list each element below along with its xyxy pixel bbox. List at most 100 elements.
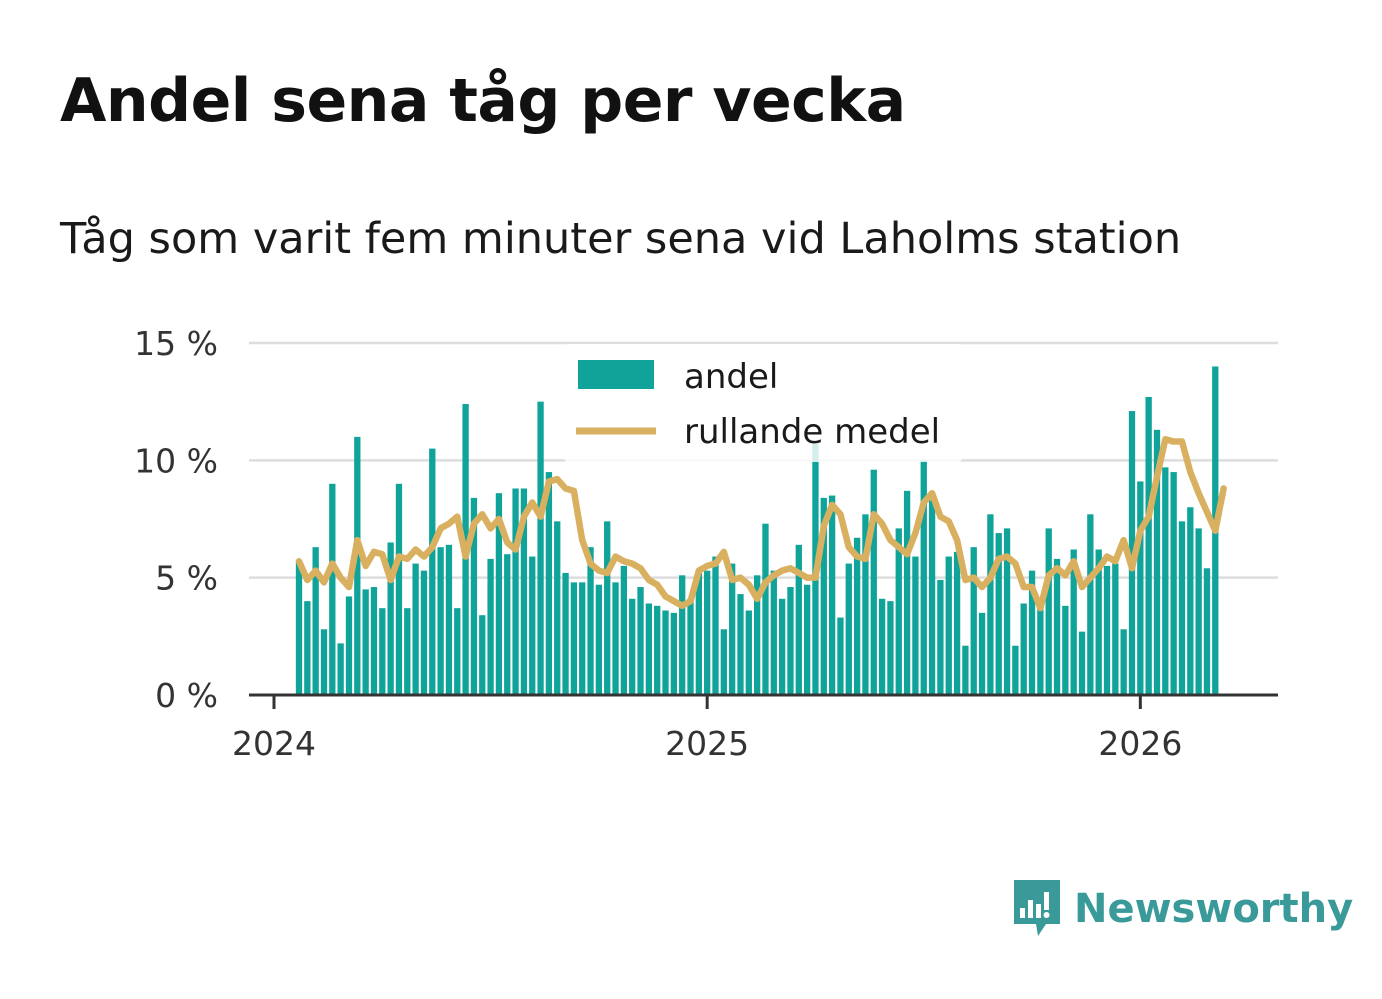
legend-background: [564, 344, 962, 462]
bar: [412, 563, 419, 695]
bar: [629, 598, 636, 695]
newsworthy-logo-icon: [1014, 880, 1060, 936]
bar: [887, 601, 894, 695]
bar: [604, 521, 611, 695]
bar: [670, 612, 677, 695]
rolling-average-line: [295, 435, 1227, 612]
bar: [920, 460, 927, 695]
bar: [762, 523, 769, 695]
bar: [537, 401, 544, 695]
bar: [1170, 472, 1177, 695]
bar: [737, 594, 744, 695]
bar: [545, 472, 553, 695]
bar: [795, 544, 802, 695]
bar: [945, 556, 952, 695]
bar: [662, 610, 669, 695]
bar: [487, 558, 494, 695]
bar: [620, 565, 628, 695]
bar: [1120, 629, 1127, 695]
legend: andel rullande medel: [564, 344, 962, 462]
bar: [778, 598, 786, 695]
bar: [445, 544, 453, 695]
x-tick-label: 2025: [665, 724, 749, 763]
bar: [379, 608, 386, 695]
bar: [903, 490, 911, 695]
bar: [895, 528, 902, 695]
bar: [1095, 549, 1102, 695]
newsworthy-logo: Newsworthy: [1012, 878, 1353, 940]
bar: [1195, 528, 1202, 695]
bar: [587, 547, 594, 695]
bar: [304, 601, 311, 695]
bar: [853, 537, 861, 695]
bar: [512, 488, 519, 695]
bar: [1062, 605, 1069, 695]
bar: [1087, 514, 1094, 695]
bar: [554, 521, 561, 695]
bar: [495, 493, 503, 695]
y-tick-label: 0 %: [155, 676, 218, 715]
bar: [1003, 528, 1011, 695]
bar: [837, 617, 844, 695]
legend-label-rullande-medel: rullande medel: [684, 412, 940, 452]
bar: [404, 608, 411, 695]
bar: [1178, 521, 1186, 695]
bar: [312, 547, 319, 695]
bar: [1020, 603, 1027, 695]
bar: [1053, 558, 1061, 695]
bar: [454, 608, 461, 695]
x-tick-label: 2026: [1098, 724, 1182, 763]
bar: [862, 514, 869, 695]
bar: [1128, 411, 1136, 695]
bar: [704, 570, 711, 695]
bar: [1145, 396, 1152, 695]
bar: [745, 610, 752, 695]
bar: [362, 589, 369, 695]
bar: [928, 500, 936, 695]
x-axis: 2024 2025 2026: [232, 693, 1278, 763]
bar: [978, 612, 986, 695]
bar: [1028, 570, 1036, 695]
x-tick-label: 2024: [232, 724, 316, 763]
bar: [995, 533, 1002, 695]
bar-series-andel: [295, 366, 1219, 695]
bar: [1162, 467, 1169, 695]
bar: [820, 497, 827, 695]
bar: [470, 497, 478, 695]
bar: [579, 582, 586, 695]
bar: [345, 596, 353, 695]
bar: [504, 554, 511, 695]
bar: [870, 469, 877, 695]
bar: [770, 570, 777, 695]
bar: [479, 615, 486, 695]
bar: [754, 575, 761, 695]
bar: [1078, 631, 1086, 695]
bar: [970, 547, 977, 695]
bar: [529, 556, 536, 695]
bar: [729, 563, 736, 695]
bar: [720, 629, 727, 695]
bar: [654, 605, 661, 695]
bar: [520, 488, 528, 695]
y-tick-label: 15 %: [134, 324, 218, 363]
bar: [712, 556, 719, 695]
bar: [1137, 481, 1144, 695]
bar: [329, 483, 336, 695]
bar: [1037, 603, 1044, 695]
line-series-rullande-medel: [295, 435, 1227, 612]
bar: [387, 542, 394, 695]
bar: [395, 483, 403, 695]
bar: [295, 561, 303, 695]
bar: [828, 495, 836, 695]
bar: [337, 643, 344, 695]
bar: [695, 572, 702, 695]
bar: [803, 584, 811, 695]
bar: [937, 580, 944, 695]
bar: [320, 629, 328, 695]
newsworthy-logo-text: Newsworthy: [1074, 886, 1354, 932]
y-tick-label: 5 %: [155, 559, 218, 598]
y-axis-ticks: 0 % 5 % 10 % 15 %: [134, 324, 218, 715]
bar: [1012, 645, 1019, 695]
y-tick-label: 10 %: [134, 441, 218, 480]
